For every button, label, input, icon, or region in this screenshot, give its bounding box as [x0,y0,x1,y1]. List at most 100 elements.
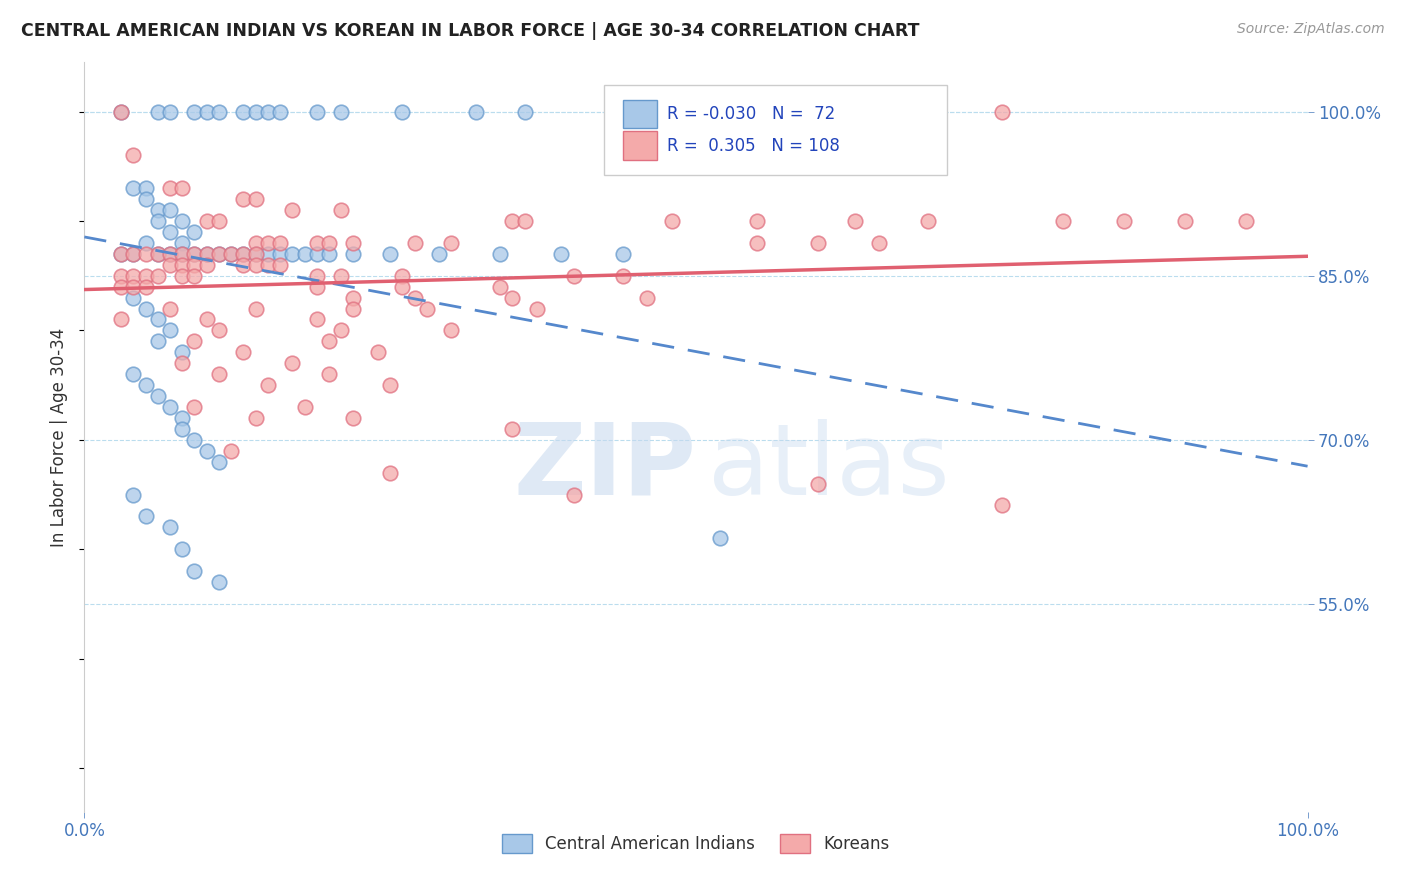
Point [208,574,231,589]
Point [232,258,254,272]
Point [146,104,169,119]
Point [183,268,205,283]
Point [526,301,548,316]
Point [245,258,267,272]
Point [330,104,353,119]
Point [245,301,267,316]
Point [269,247,291,261]
Point [146,247,169,261]
Point [219,247,242,261]
Point [195,258,218,272]
Point [183,247,205,261]
Point [122,247,145,261]
Point [195,247,218,261]
Point [1236,214,1258,228]
Point [318,367,340,381]
Point [1114,214,1136,228]
Point [208,323,231,337]
Point [183,400,205,414]
Point [110,247,132,261]
Point [208,214,231,228]
Point [159,225,181,239]
Point [281,247,304,261]
Point [122,487,145,501]
Point [391,268,413,283]
Point [172,356,194,370]
Text: R = -0.030   N =  72: R = -0.030 N = 72 [666,105,835,123]
Point [172,422,194,436]
Point [110,312,132,326]
Point [464,104,486,119]
Point [281,356,304,370]
Point [122,181,145,195]
Point [135,378,157,392]
Point [159,247,181,261]
Point [110,279,132,293]
Point [172,345,194,359]
Point [159,258,181,272]
Point [159,323,181,337]
Point [135,301,157,316]
Point [502,214,524,228]
Text: Source: ZipAtlas.com: Source: ZipAtlas.com [1237,22,1385,37]
Point [672,104,695,119]
Point [110,247,132,261]
Point [844,214,866,228]
Point [172,247,194,261]
Point [562,487,585,501]
Point [502,291,524,305]
Point [612,268,634,283]
Point [513,214,536,228]
Point [146,247,169,261]
FancyBboxPatch shape [605,85,946,175]
Point [208,247,231,261]
Point [489,247,512,261]
Point [172,542,194,557]
Point [807,235,830,250]
Point [661,214,683,228]
Point [183,225,205,239]
Point [404,291,426,305]
Point [135,235,157,250]
Point [380,247,402,261]
Point [636,291,658,305]
Point [318,235,340,250]
Point [245,247,267,261]
Point [342,291,364,305]
Point [440,323,463,337]
Point [257,247,280,261]
Legend: Central American Indians, Koreans: Central American Indians, Koreans [495,827,897,860]
Point [159,203,181,218]
Point [305,104,328,119]
Point [122,268,145,283]
Point [440,235,463,250]
Point [146,268,169,283]
Point [245,411,267,425]
Point [807,476,830,491]
Point [146,334,169,349]
Point [159,181,181,195]
Point [269,258,291,272]
Point [232,345,254,359]
Point [232,192,254,206]
Point [110,268,132,283]
Text: atlas: atlas [709,418,950,516]
Text: R =  0.305   N = 108: R = 0.305 N = 108 [666,136,839,154]
Point [159,400,181,414]
FancyBboxPatch shape [623,100,657,128]
Point [367,345,389,359]
Point [172,258,194,272]
Point [159,520,181,534]
Point [342,411,364,425]
Text: CENTRAL AMERICAN INDIAN VS KOREAN IN LABOR FORCE | AGE 30-34 CORRELATION CHART: CENTRAL AMERICAN INDIAN VS KOREAN IN LAB… [21,22,920,40]
Point [122,279,145,293]
Point [183,247,205,261]
Point [135,509,157,524]
Point [208,367,231,381]
Point [183,258,205,272]
Point [195,104,218,119]
Point [513,104,536,119]
Point [305,279,328,293]
Point [709,531,731,545]
Point [135,268,157,283]
